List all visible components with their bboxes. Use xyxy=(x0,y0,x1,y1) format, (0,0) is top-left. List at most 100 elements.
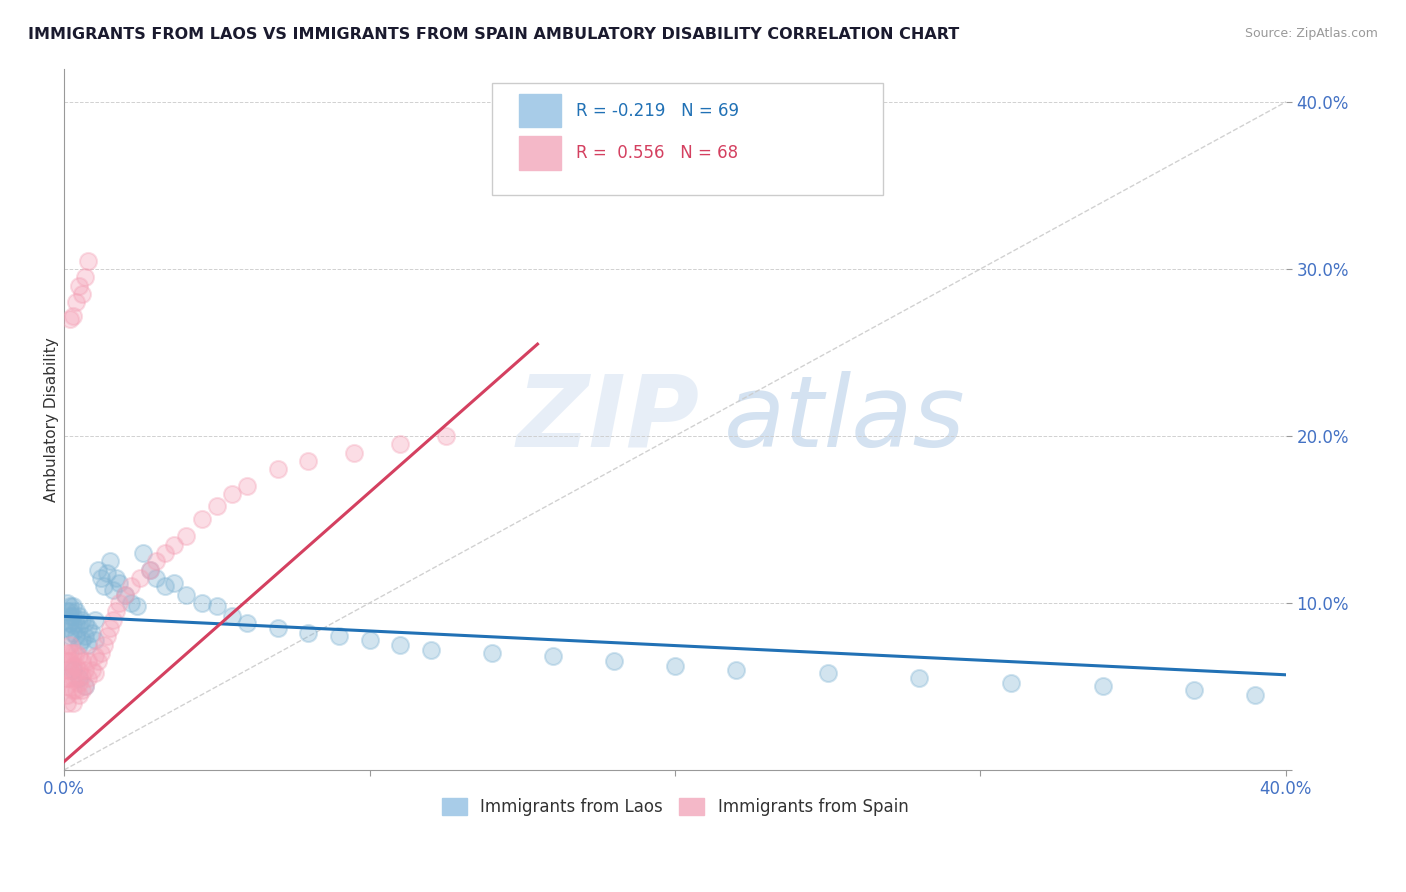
Point xyxy=(93,638,115,652)
Point xyxy=(65,604,87,618)
Point xyxy=(104,604,127,618)
Point xyxy=(77,671,100,685)
Point xyxy=(114,588,136,602)
Point xyxy=(67,649,90,664)
Point xyxy=(65,629,87,643)
Point xyxy=(75,680,97,694)
Text: IMMIGRANTS FROM LAOS VS IMMIGRANTS FROM SPAIN AMBULATORY DISABILITY CORRELATION : IMMIGRANTS FROM LAOS VS IMMIGRANTS FROM … xyxy=(28,27,959,42)
Point xyxy=(603,655,626,669)
Point xyxy=(65,659,87,673)
Point xyxy=(83,613,105,627)
Point xyxy=(120,596,142,610)
Point xyxy=(67,621,90,635)
Point xyxy=(174,529,197,543)
Point xyxy=(83,632,105,647)
Point xyxy=(67,676,90,690)
Point xyxy=(190,596,212,610)
Text: R =  0.556   N = 68: R = 0.556 N = 68 xyxy=(576,144,738,161)
Point xyxy=(267,462,290,476)
Bar xyxy=(519,94,561,128)
Point xyxy=(145,571,167,585)
Point xyxy=(59,615,82,630)
Point xyxy=(108,576,131,591)
Point xyxy=(59,599,82,614)
Legend: Immigrants from Laos, Immigrants from Spain: Immigrants from Laos, Immigrants from Sp… xyxy=(433,790,917,825)
Point xyxy=(297,626,319,640)
Point xyxy=(56,696,79,710)
Y-axis label: Ambulatory Disability: Ambulatory Disability xyxy=(44,337,59,501)
Point xyxy=(56,688,79,702)
Point xyxy=(59,604,82,618)
Point xyxy=(56,621,79,635)
Point xyxy=(138,563,160,577)
Point xyxy=(62,309,84,323)
Point xyxy=(114,588,136,602)
Point xyxy=(120,579,142,593)
Point xyxy=(174,588,197,602)
Point xyxy=(221,609,243,624)
Point xyxy=(389,638,412,652)
Point xyxy=(96,629,118,643)
Point xyxy=(83,649,105,664)
Point xyxy=(389,437,412,451)
Point xyxy=(267,621,290,635)
Point xyxy=(62,599,84,614)
Point xyxy=(80,626,103,640)
Point xyxy=(132,546,155,560)
Point xyxy=(96,566,118,580)
Point xyxy=(67,663,90,677)
Point xyxy=(77,655,100,669)
Point xyxy=(83,666,105,681)
Point xyxy=(108,596,131,610)
Point xyxy=(236,479,259,493)
Point xyxy=(817,666,839,681)
Point xyxy=(72,682,94,697)
Point xyxy=(67,688,90,702)
Point xyxy=(75,680,97,694)
Point xyxy=(205,599,228,614)
Point xyxy=(98,621,121,635)
Point xyxy=(129,571,152,585)
Point xyxy=(59,663,82,677)
Point xyxy=(77,621,100,635)
Point xyxy=(1091,680,1114,694)
Point xyxy=(328,629,350,643)
Point xyxy=(59,646,82,660)
Point xyxy=(65,646,87,660)
Point xyxy=(59,312,82,326)
FancyBboxPatch shape xyxy=(492,83,883,194)
Point xyxy=(65,295,87,310)
Point xyxy=(86,563,108,577)
Point xyxy=(80,663,103,677)
Point xyxy=(221,487,243,501)
Point xyxy=(62,671,84,685)
Point xyxy=(59,629,82,643)
Text: atlas: atlas xyxy=(724,371,966,467)
Point xyxy=(343,445,366,459)
Point xyxy=(56,596,79,610)
Point xyxy=(434,429,457,443)
Text: ZIP: ZIP xyxy=(516,371,699,467)
Point xyxy=(541,649,564,664)
Point xyxy=(56,680,79,694)
Point xyxy=(72,669,94,683)
Point xyxy=(62,617,84,632)
Point xyxy=(65,671,87,685)
Point xyxy=(65,615,87,630)
Point xyxy=(75,663,97,677)
Point xyxy=(1000,676,1022,690)
Point xyxy=(62,682,84,697)
Point xyxy=(725,663,748,677)
Point xyxy=(908,671,931,685)
Point xyxy=(62,646,84,660)
Point xyxy=(56,663,79,677)
Point xyxy=(72,613,94,627)
Point xyxy=(153,579,176,593)
Point xyxy=(664,659,686,673)
Point xyxy=(419,642,441,657)
Point xyxy=(59,671,82,685)
Point xyxy=(153,546,176,560)
Point xyxy=(67,278,90,293)
Point xyxy=(72,632,94,647)
Point xyxy=(56,613,79,627)
